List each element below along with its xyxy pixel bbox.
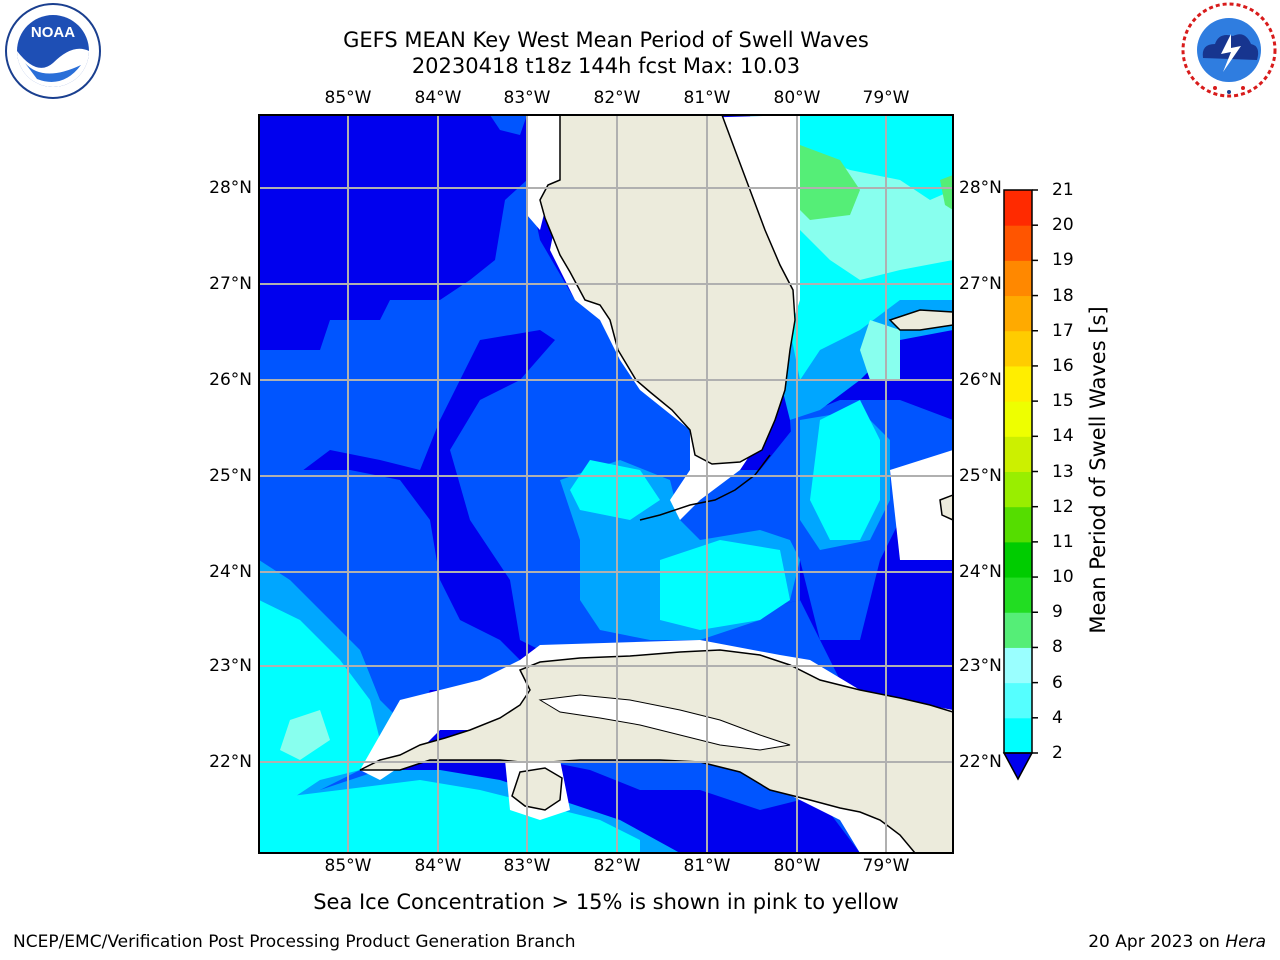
sea-ice-note: Sea Ice Concentration > 15% is shown in … — [313, 890, 899, 914]
colorbar-tick-label: 16 — [1052, 355, 1074, 376]
lat-label-right: 26°N — [959, 370, 1002, 390]
colorbar-tick-label: 4 — [1052, 707, 1063, 728]
colorbar-segment — [1004, 717, 1032, 754]
colorbar-tick-label: 19 — [1052, 250, 1074, 271]
colorbar-segment — [1004, 612, 1032, 648]
lon-label-bottom: 79°W — [862, 856, 910, 876]
colorbar-tick-label: 2 — [1052, 743, 1063, 763]
footer-credit: NCEP/EMC/Verification Post Processing Pr… — [13, 932, 576, 952]
map-frame — [258, 114, 954, 854]
colorbar-segment — [1004, 330, 1032, 367]
lat-label-left: 23°N — [209, 656, 252, 676]
colorbar-segment — [1004, 682, 1032, 719]
lon-label-bottom: 81°W — [683, 856, 731, 876]
colorbar-segment — [1004, 225, 1032, 261]
colorbar-tick-label: 15 — [1052, 391, 1074, 412]
colorbar-label: Mean Period of Swell Waves [s] — [1086, 306, 1110, 634]
lon-label-top: 82°W — [593, 88, 641, 108]
lon-label-top: 85°W — [324, 88, 372, 108]
colorbar-tick-label: 17 — [1052, 320, 1074, 341]
lat-label-right: 27°N — [959, 274, 1002, 294]
swell-period-field — [259, 115, 953, 853]
colorbar-tick-label: 12 — [1052, 496, 1074, 517]
colorbar-tick-label: 9 — [1052, 602, 1063, 623]
colorbar-segment — [1004, 401, 1032, 437]
noaa-logo: NOAA — [5, 3, 101, 99]
footer-date: 20 Apr 2023 on Hera — [1088, 932, 1266, 952]
lon-label-bottom: 83°W — [503, 856, 551, 876]
lon-label-bottom: 82°W — [593, 856, 641, 876]
lat-label-right: 23°N — [959, 656, 1002, 676]
lat-label-right: 22°N — [959, 752, 1002, 772]
lat-label-right: 25°N — [959, 466, 1002, 486]
colorbar-tick-label: 14 — [1052, 426, 1074, 447]
lat-label-right: 28°N — [959, 178, 1002, 198]
colorbar-tick-label: 13 — [1052, 461, 1074, 482]
colorbar-segment — [1004, 647, 1032, 684]
colorbar-tick-label: 6 — [1052, 672, 1063, 693]
footer-date-text: 20 Apr 2023 on — [1088, 932, 1226, 952]
colorbar-segment — [1004, 190, 1032, 226]
colorbar-tick-label: 21 — [1052, 180, 1074, 200]
colorbar-segment — [1004, 541, 1032, 578]
noaa-logo-text: NOAA — [31, 24, 75, 41]
lat-label-left: 22°N — [209, 752, 252, 772]
lon-label-top: 83°W — [503, 88, 551, 108]
map-subtitle: 20230418 t18z 144h fcst Max: 10.03 — [411, 54, 801, 78]
colorbar-tick-label: 8 — [1052, 637, 1063, 658]
colorbar-segment — [1004, 260, 1032, 297]
lon-label-bottom: 85°W — [324, 856, 372, 876]
map-title: GEFS MEAN Key West Mean Period of Swell … — [343, 28, 869, 52]
lon-label-top: 80°W — [773, 88, 821, 108]
lat-label-left: 28°N — [209, 178, 252, 198]
lat-label-left: 27°N — [209, 274, 252, 294]
colorbar-segment — [1004, 436, 1032, 472]
nws-logo — [1181, 2, 1277, 98]
colorbar-tick-label: 10 — [1052, 567, 1074, 588]
colorbar-segment — [1004, 295, 1032, 332]
lat-label-right: 24°N — [959, 562, 1002, 582]
colorbar-segment — [1004, 365, 1032, 402]
lat-label-left: 26°N — [209, 370, 252, 390]
colorbar-extend-arrow — [1002, 752, 1034, 781]
colorbar-segment — [1004, 577, 1032, 613]
colorbar-tick-label: 11 — [1052, 531, 1074, 552]
lon-label-top: 84°W — [414, 88, 462, 108]
lat-label-left: 25°N — [209, 466, 252, 486]
colorbar-tick-label: 20 — [1052, 215, 1074, 236]
lat-label-left: 24°N — [209, 562, 252, 582]
colorbar-segment — [1004, 471, 1032, 508]
colorbar-segment — [1004, 506, 1032, 543]
lon-label-bottom: 84°W — [414, 856, 462, 876]
colorbar — [1002, 189, 1038, 781]
colorbar-tick-label: 18 — [1052, 285, 1074, 306]
lon-label-top: 79°W — [862, 88, 910, 108]
lon-label-bottom: 80°W — [773, 856, 821, 876]
lon-label-top: 81°W — [683, 88, 731, 108]
graticule — [259, 115, 953, 853]
footer-host: Hera — [1225, 932, 1266, 952]
